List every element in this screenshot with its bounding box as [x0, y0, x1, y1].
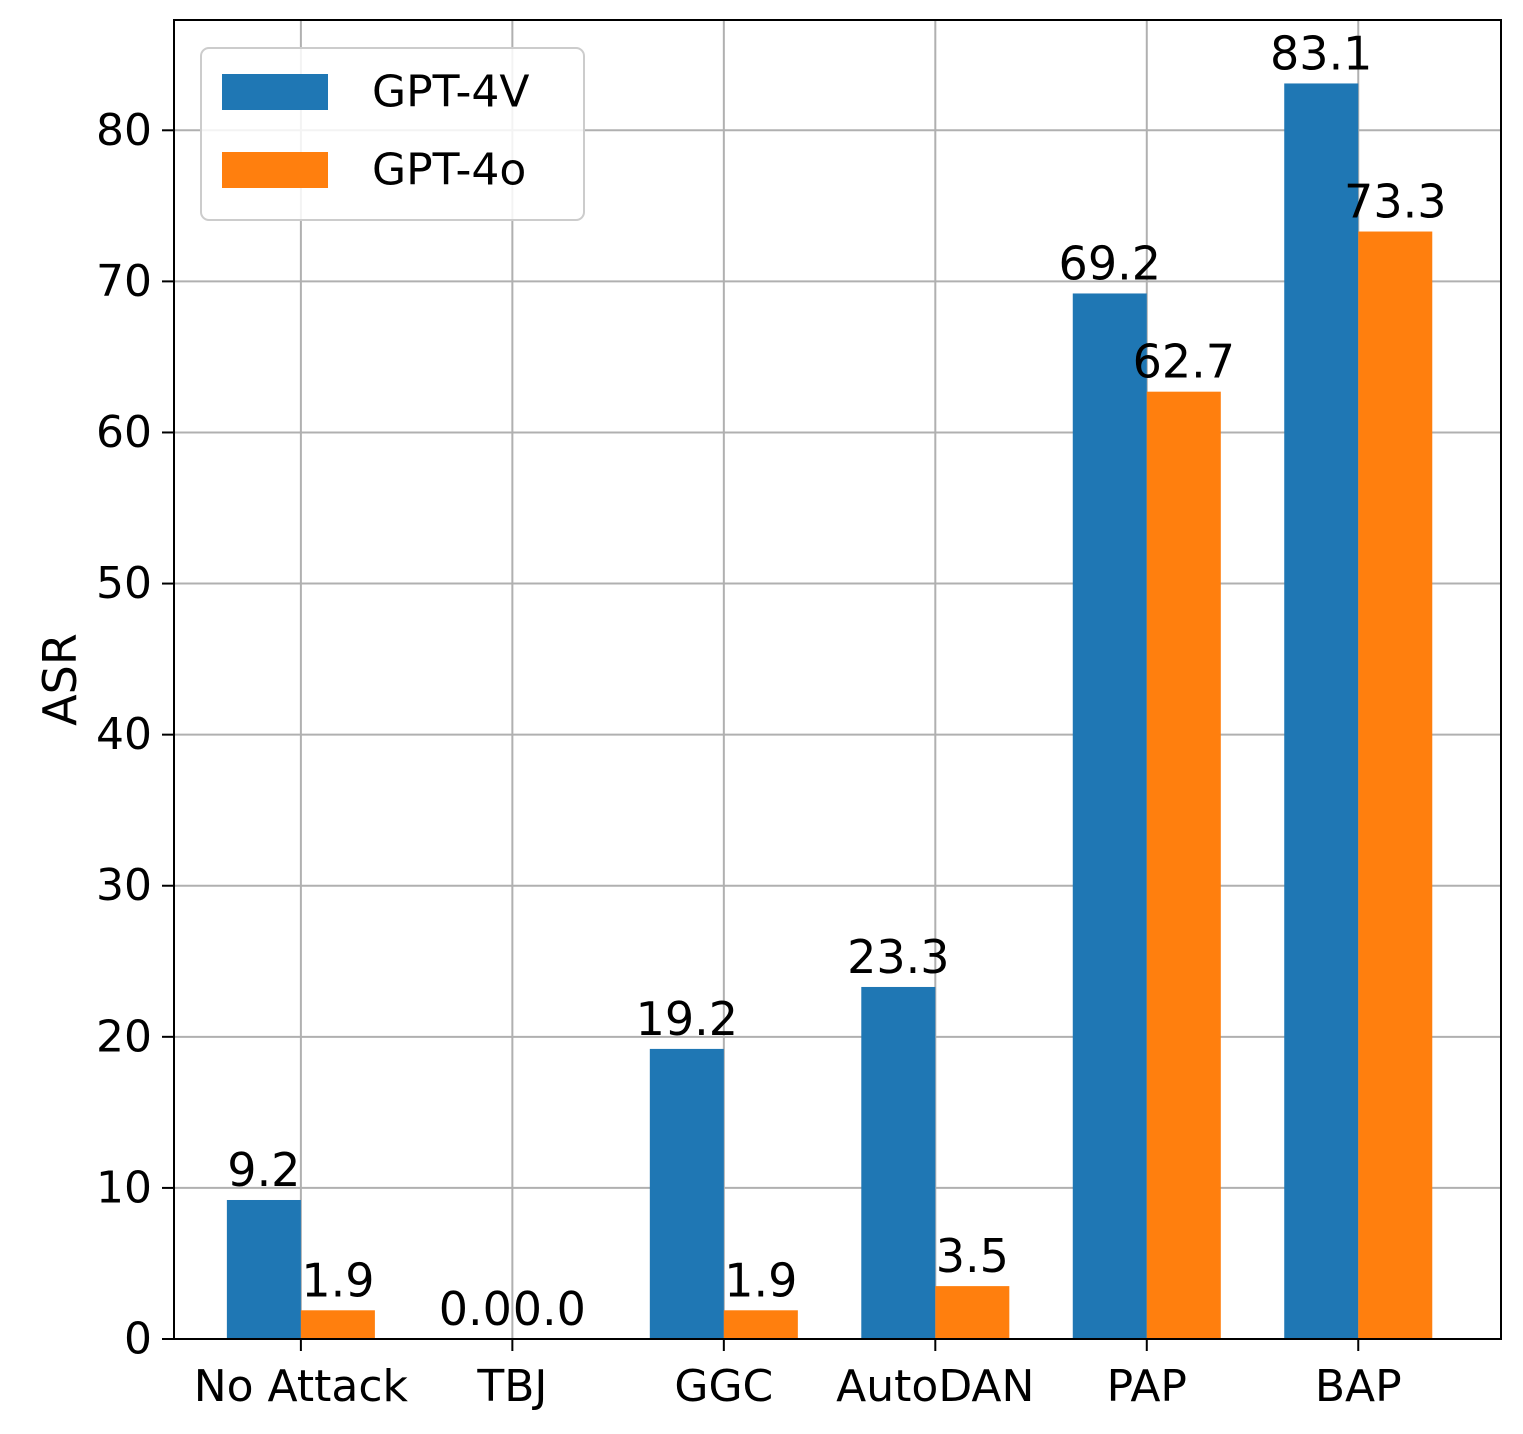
data-labels: 9.2 0.0 19.2 23.3 69.2 83.1 1.9 0.0 1.9 3.5 62.7 73… [227, 26, 1446, 1336]
y-tick-label-8: 80 [96, 105, 152, 156]
bar-gpt-4o-no-attack [300, 1310, 375, 1339]
bar-gpt-4v-no-attack [226, 1199, 301, 1339]
data-label-gpt-4o-autodan: 3.5 [936, 1229, 1009, 1283]
data-label-gpt-4o-tbj: 0.0 [513, 1282, 586, 1336]
y-axis-label: ASR [33, 633, 87, 726]
bar-gpt-4v-pap [1072, 293, 1147, 1340]
legend-swatch-gpt-4o [222, 152, 328, 188]
x-tick-label-bap: BAP [1315, 1361, 1402, 1412]
y-tick-label-2: 20 [96, 1011, 152, 1062]
plot-frame [173, 19, 1502, 1340]
bar-gpt-4v-bap [1284, 83, 1359, 1340]
data-label-gpt-4o-no-attack: 1.9 [301, 1253, 374, 1307]
x-tick-label-ggc: GGC [674, 1361, 773, 1412]
data-label-gpt-4v-bap: 83.1 [1270, 26, 1372, 80]
bar-gpt-4o-bap [1358, 231, 1433, 1340]
y-axis-ticks: 0 10 20 30 40 50 60 70 80 [96, 105, 174, 1365]
bars [226, 83, 1433, 1340]
legend: GPT-4V GPT-4o [200, 47, 585, 221]
y-tick-label-0: 0 [124, 1314, 152, 1365]
legend-label-gpt-4v: GPT-4V [372, 67, 529, 118]
bar-gpt-4v-ggc [649, 1048, 724, 1339]
data-label-gpt-4v-tbj: 0.0 [439, 1282, 512, 1336]
bar-gpt-4o-ggc [723, 1310, 798, 1339]
data-label-gpt-4v-no-attack: 9.2 [227, 1143, 300, 1197]
y-tick-label-5: 50 [96, 558, 152, 609]
x-tick-label-tbj: TBJ [476, 1361, 547, 1412]
x-tick-label-no-attack: No Attack [194, 1361, 409, 1412]
bar-gpt-4o-pap [1146, 391, 1221, 1339]
x-tick-label-autodan: AutoDAN [836, 1361, 1034, 1412]
y-tick-label-4: 40 [96, 709, 152, 760]
y-tick-label-6: 60 [96, 407, 152, 458]
legend-swatch-gpt-4v [222, 74, 328, 110]
x-tick-label-pap: PAP [1107, 1361, 1187, 1412]
data-label-gpt-4v-pap: 69.2 [1059, 236, 1161, 290]
data-label-gpt-4o-ggc: 1.9 [724, 1253, 797, 1307]
x-axis-ticks: No Attack TBJ GGC AutoDAN PAP BAP [194, 1339, 1402, 1412]
data-label-gpt-4v-autodan: 23.3 [847, 930, 949, 984]
data-label-gpt-4o-bap: 73.3 [1344, 175, 1446, 229]
bar-gpt-4o-autodan [935, 1286, 1010, 1339]
bar-gpt-4v-autodan [861, 986, 936, 1339]
data-label-gpt-4o-pap: 62.7 [1133, 335, 1235, 389]
y-tick-label-3: 30 [96, 860, 152, 911]
y-tick-label-7: 70 [96, 256, 152, 307]
legend-label-gpt-4o: GPT-4o [372, 145, 526, 196]
data-label-gpt-4v-ggc: 19.2 [636, 992, 738, 1046]
y-tick-label-1: 10 [96, 1162, 152, 1213]
